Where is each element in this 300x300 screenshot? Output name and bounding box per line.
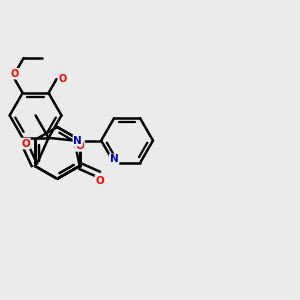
Text: O: O: [21, 139, 30, 148]
Text: O: O: [58, 74, 67, 84]
Text: O: O: [95, 176, 104, 186]
Text: N: N: [110, 154, 118, 164]
Text: O: O: [11, 69, 19, 79]
Text: N: N: [74, 136, 82, 146]
Text: O: O: [75, 141, 84, 151]
